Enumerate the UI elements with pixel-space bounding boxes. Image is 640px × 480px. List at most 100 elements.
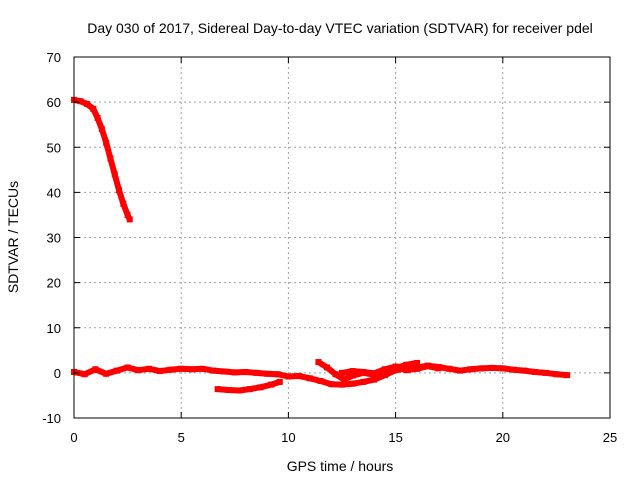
data-point xyxy=(188,366,195,373)
data-point xyxy=(521,367,528,374)
x-tick-label: 15 xyxy=(388,430,402,445)
data-point xyxy=(126,216,133,223)
data-point xyxy=(456,367,463,374)
data-point xyxy=(263,370,270,377)
data-point xyxy=(242,368,249,375)
data-point xyxy=(167,366,174,373)
data-point xyxy=(178,365,185,372)
tick-layer: 0 5 10 15 20 25 -10 0 10 20 30 40 50 60 70 xyxy=(42,50,617,445)
data-point xyxy=(253,369,260,376)
y-tick-label: 0 xyxy=(54,366,61,381)
y-tick-label: 60 xyxy=(47,95,61,110)
data-point xyxy=(499,365,506,372)
x-tick-label: 5 xyxy=(178,430,185,445)
data-point xyxy=(349,368,356,375)
data-point xyxy=(94,114,101,121)
data-point xyxy=(257,384,264,391)
data-point xyxy=(231,369,238,376)
x-tick-label: 25 xyxy=(603,430,617,445)
y-tick-label: -10 xyxy=(42,411,61,426)
data-point xyxy=(371,370,378,377)
data-point xyxy=(156,368,163,375)
y-tick-label: 30 xyxy=(47,231,61,246)
data-point xyxy=(349,372,356,379)
data-point xyxy=(113,367,120,374)
data-point xyxy=(103,370,110,377)
data-point xyxy=(81,371,88,378)
data-point xyxy=(371,376,378,383)
data-point xyxy=(414,359,421,366)
data-point xyxy=(135,367,142,374)
data-point xyxy=(564,372,571,379)
data-point xyxy=(83,100,90,107)
chart-title: Day 030 of 2017, Sidereal Day-to-day VTE… xyxy=(87,20,593,36)
data-point xyxy=(323,364,330,371)
data-point xyxy=(360,368,367,375)
data-point xyxy=(92,366,99,373)
data-point xyxy=(274,371,281,378)
series-layer xyxy=(71,96,571,394)
data-point xyxy=(332,371,339,378)
data-point xyxy=(424,363,431,370)
data-point xyxy=(510,366,517,373)
data-point xyxy=(146,365,153,372)
data-point xyxy=(268,381,275,388)
data-point xyxy=(124,364,131,371)
y-tick-label: 50 xyxy=(47,140,61,155)
data-point xyxy=(107,155,114,162)
data-point xyxy=(403,367,410,374)
data-point xyxy=(339,381,345,388)
y-tick-label: 40 xyxy=(47,185,61,200)
data-point xyxy=(124,211,131,218)
data-point xyxy=(542,369,549,376)
data-point xyxy=(381,372,388,379)
data-point xyxy=(553,371,560,378)
data-point xyxy=(246,386,253,393)
y-axis-label: SDTVAR / TECUs xyxy=(5,181,21,293)
data-point xyxy=(341,376,348,383)
data-point xyxy=(478,365,485,372)
data-point xyxy=(349,380,356,387)
data-point xyxy=(467,366,474,373)
y-tick-label: 20 xyxy=(47,276,61,291)
series-line-upper-wiggle xyxy=(341,363,440,377)
data-point xyxy=(225,387,232,394)
data-point xyxy=(236,387,243,394)
data-point xyxy=(77,98,84,105)
data-point xyxy=(111,171,118,178)
y-tick-label: 10 xyxy=(47,321,61,336)
data-point xyxy=(317,377,324,384)
data-point xyxy=(199,365,206,372)
data-point xyxy=(221,368,228,375)
data-point xyxy=(381,366,388,373)
data-point xyxy=(435,365,442,372)
data-point xyxy=(210,367,217,374)
data-point xyxy=(392,363,399,370)
data-point xyxy=(214,386,221,393)
data-point xyxy=(103,139,110,146)
x-tick-label: 10 xyxy=(281,430,295,445)
y-tick-label: 70 xyxy=(47,50,61,65)
x-tick-label: 0 xyxy=(70,430,77,445)
data-point xyxy=(276,378,283,385)
x-tick-label: 20 xyxy=(496,430,510,445)
data-point xyxy=(90,105,97,112)
data-point xyxy=(98,126,105,133)
data-point xyxy=(328,381,335,388)
data-point xyxy=(285,373,292,380)
data-point xyxy=(531,368,538,375)
data-point xyxy=(315,359,322,366)
data-point xyxy=(339,369,345,376)
data-point xyxy=(414,365,421,372)
data-point xyxy=(296,373,303,380)
x-axis-label: GPS time / hours xyxy=(287,458,394,474)
data-point xyxy=(403,361,410,368)
data-point xyxy=(446,365,453,372)
data-point xyxy=(116,187,123,194)
data-point xyxy=(360,378,367,385)
data-point xyxy=(489,364,496,371)
data-point xyxy=(120,200,127,207)
data-point xyxy=(306,375,313,382)
